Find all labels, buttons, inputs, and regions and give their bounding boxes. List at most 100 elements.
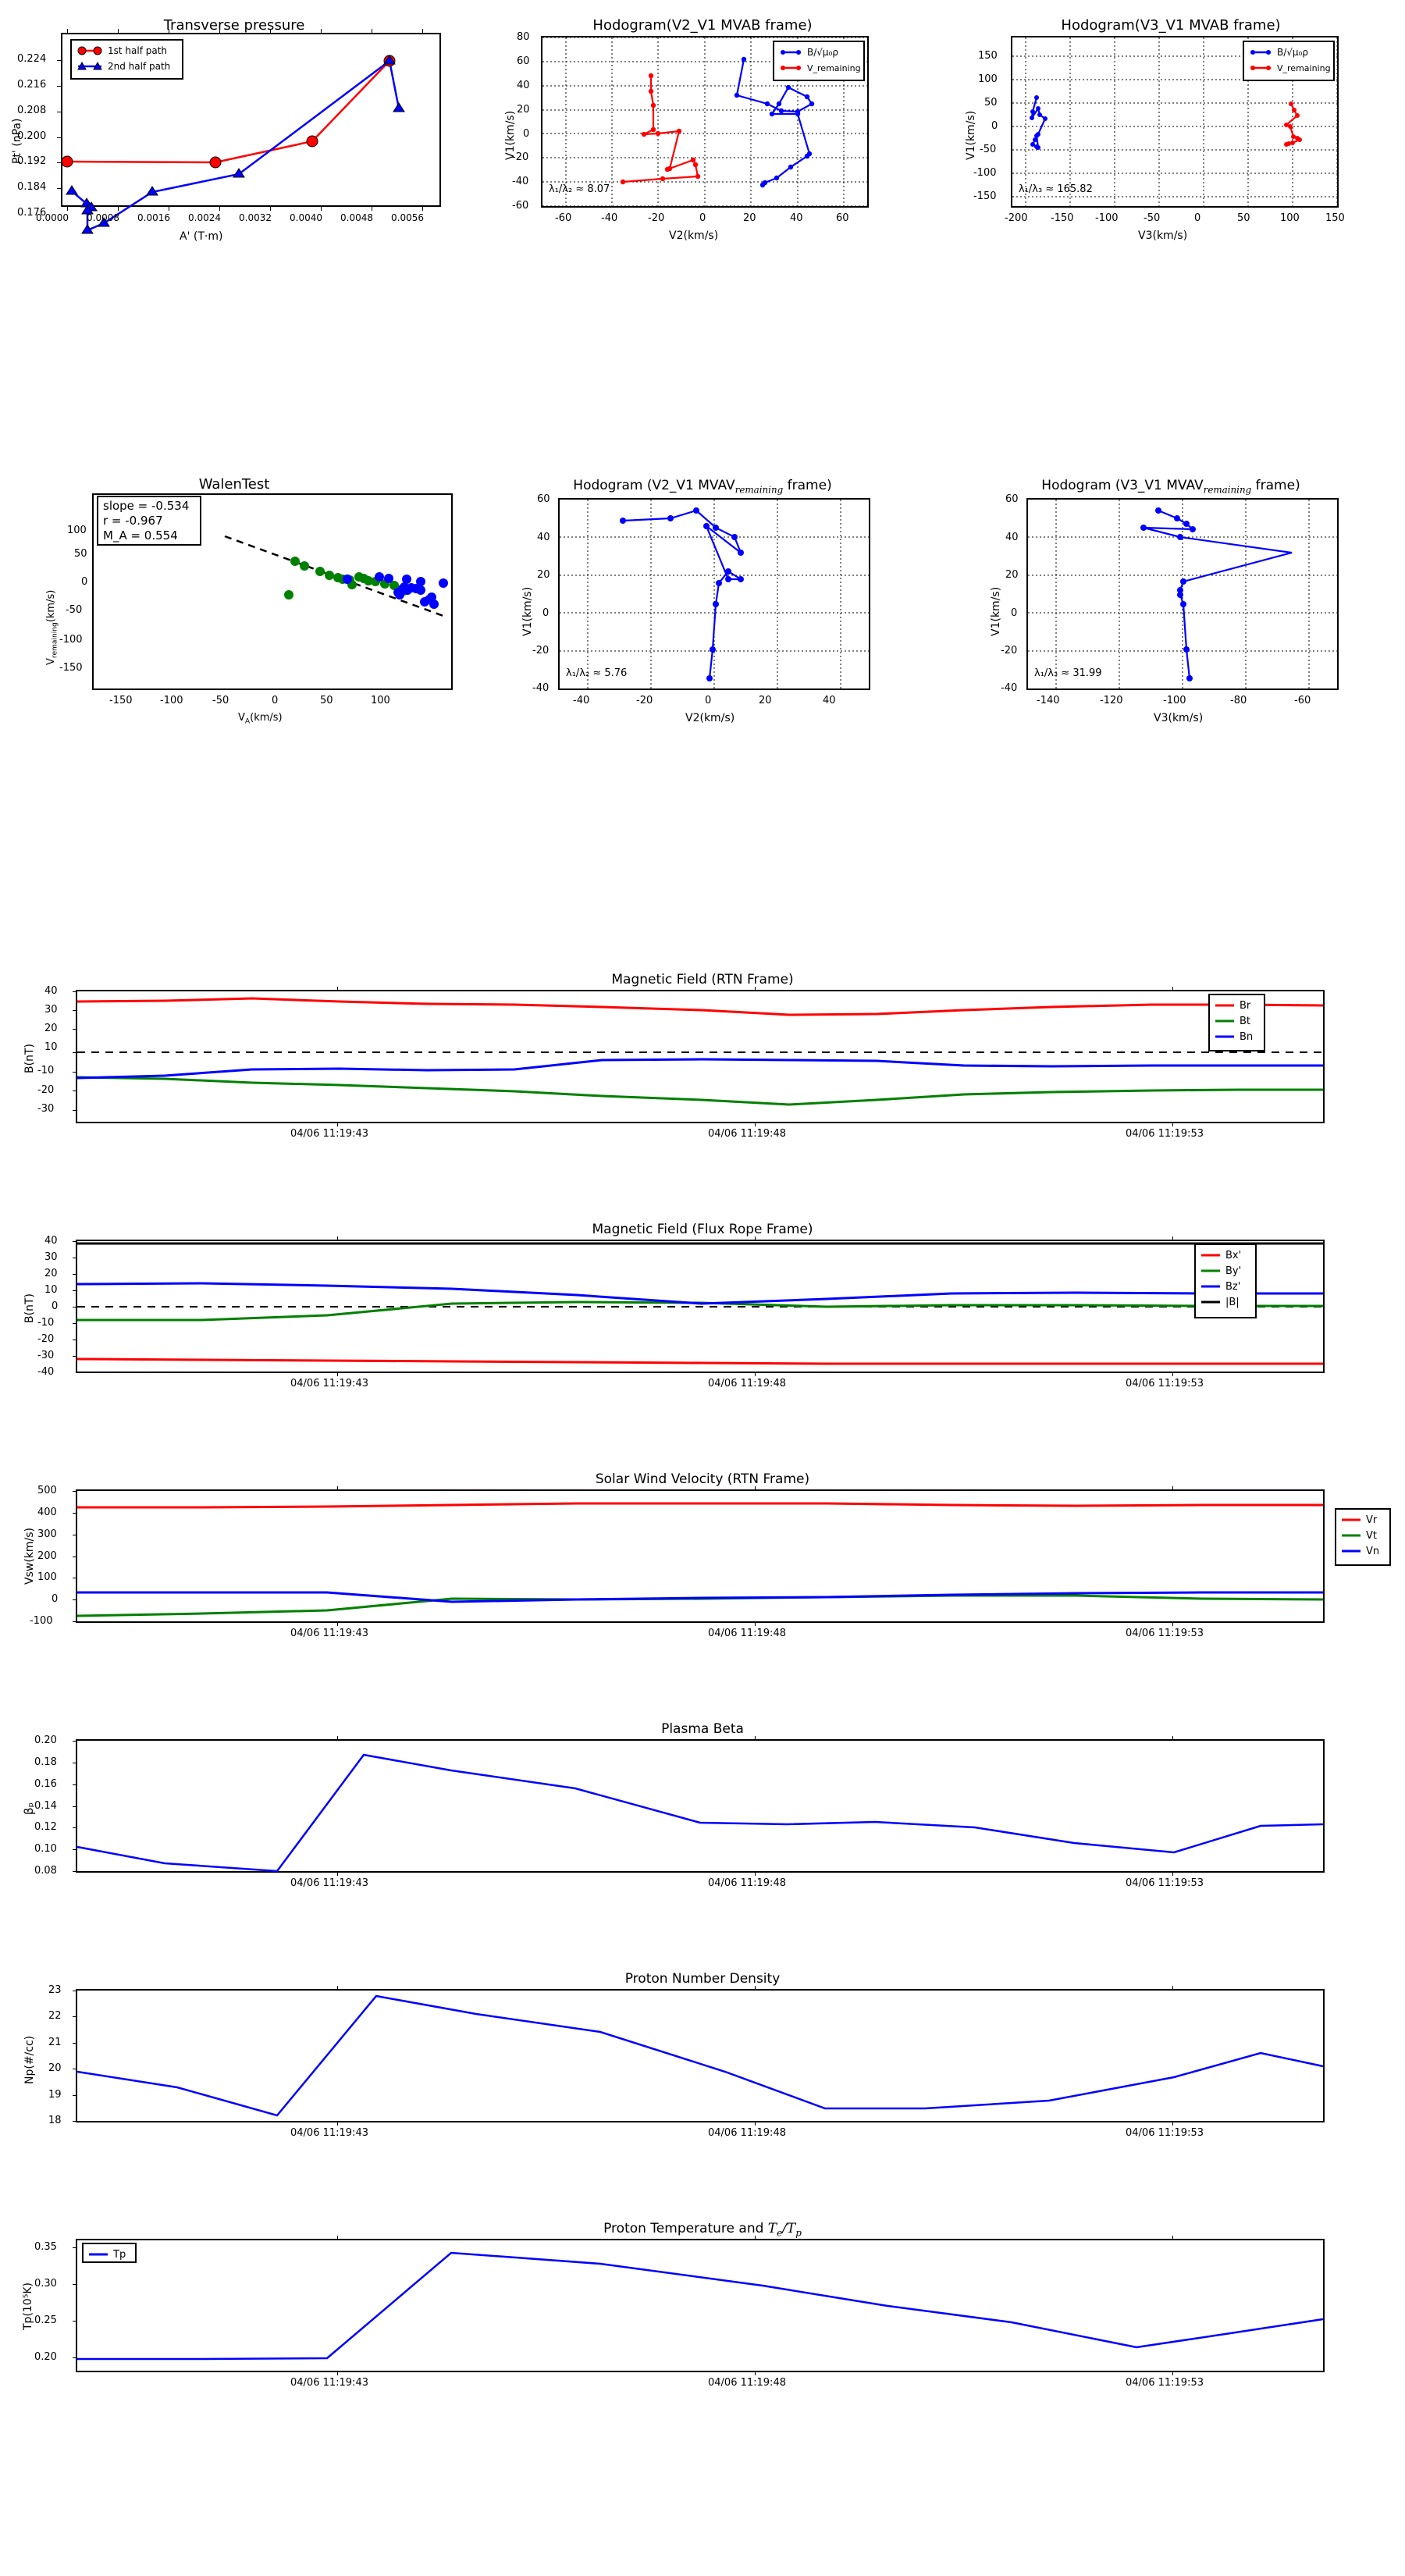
ytick-label: -40: [1001, 682, 1018, 694]
ytick-label: 40: [44, 1235, 58, 1247]
ytick-label: -40: [532, 682, 550, 694]
xtick-label: 0.0008: [87, 212, 119, 223]
panel-plasma-beta: Plasma Beta 0.20 0.18 0.16 0.14 0.12 0.1…: [0, 1717, 1405, 1928]
x-axis-label: V3(km/s): [1154, 712, 1204, 724]
legend-line-bx: [1201, 1254, 1220, 1257]
series-b-alfven: [622, 509, 744, 679]
legend-label: B/√μ₀ρ: [807, 47, 838, 58]
y-axis-label: Tp(10⁵K): [22, 2282, 34, 2330]
plot-area-magnetic-fluxrope: [76, 1242, 1323, 1365]
legend-line-tp: [89, 2253, 108, 2256]
panel-proton-density: Proton Number Density 23 22 21 20 19 18 …: [0, 1967, 1405, 2178]
markers-2nd-half-path: [66, 55, 405, 234]
ytick-label: 0.35: [34, 2241, 57, 2253]
legend-label: By': [1225, 1265, 1242, 1277]
ytick-label: -20: [1001, 645, 1018, 656]
ytick-label: 50: [74, 548, 87, 560]
xtick-label: -120: [1100, 695, 1123, 706]
xtick-label: 20: [743, 212, 756, 224]
xtick-label: 50: [1237, 212, 1250, 224]
legend-label: Vr: [1366, 1514, 1378, 1526]
x-axis-label: V2(km/s): [685, 712, 735, 724]
ytick-label: -150: [973, 190, 997, 202]
legend-line-babs: [1201, 1300, 1220, 1304]
legend-item: Vn: [1341, 1543, 1385, 1559]
legend-item: |B|: [1200, 1294, 1250, 1310]
ytick-label: -20: [37, 1084, 55, 1096]
axes-hodogram-v3v1-mvav: λ₁/λ₃ ≈ 31.99: [1026, 498, 1339, 690]
panel-proton-temp: Proton Temperature and Te/Tp 0.35 0.30 0…: [0, 2217, 1405, 2443]
series-tp: [77, 2251, 1324, 2361]
xtick-label: -60: [1294, 695, 1311, 706]
ytick-label: 20: [48, 2062, 62, 2074]
x-axis-label: VA(km/s): [238, 712, 283, 726]
axes-magnetic-fluxrope: [73, 1236, 1325, 1376]
ytick-label: 60: [1005, 493, 1019, 505]
series-br: [76, 997, 1324, 1016]
ytick-label: -10: [37, 1317, 55, 1329]
legend-line-vn: [1342, 1550, 1361, 1553]
ytick-label: -50: [66, 604, 83, 616]
y-axis-label: B(nT): [23, 1293, 36, 1323]
legend-label: V_remaining: [1277, 62, 1331, 73]
y-axis-label: Vsw(km/s): [23, 1527, 36, 1585]
legend-label: Vt: [1366, 1529, 1377, 1542]
ytick-label: -30: [37, 1103, 55, 1115]
ytick-label: 40: [1005, 532, 1019, 543]
panel-hodogram-v3v1-mvav: Hodogram (V3_V1 MVAVremaining frame) λ₁/…: [937, 453, 1405, 906]
panel-hodogram-v2v1-mvab: Hodogram(V2_V1 MVAB frame): [468, 0, 937, 453]
plot-area-proton-temp: [77, 2251, 1324, 2361]
xtick-label: 100: [1280, 212, 1300, 224]
ytick-label: 0.25: [34, 2314, 57, 2326]
axes-proton-density: [73, 1986, 1325, 2126]
legend-item: Vt: [1341, 1528, 1385, 1543]
y-axis-label: V1(km/s): [521, 586, 534, 636]
ytick-label: 20: [44, 1023, 58, 1034]
xtick-label: 04/06 11:19:48: [708, 1628, 786, 1639]
legend-line-vr: [1342, 1518, 1361, 1521]
xtick-label: 04/06 11:19:43: [290, 1378, 368, 1389]
panel-title: WalenTest: [198, 476, 270, 493]
ytick-label: 100: [37, 1571, 57, 1583]
series-bn: [76, 1058, 1323, 1080]
xtick-label: 0.0024: [188, 212, 221, 223]
xtick-label: 0.0056: [391, 212, 424, 223]
panel-solar-wind: Solar Wind Velocity (RTN Frame) 500 400 …: [0, 1468, 1405, 1678]
ytick-label: 0: [52, 1300, 59, 1312]
y-axis-label: Vremaining(km/s): [45, 589, 59, 665]
correlation-value: r = -0.967: [103, 513, 163, 528]
ytick-label: 60: [537, 493, 550, 505]
legend-item: Bz': [1200, 1279, 1250, 1294]
ytick-label: 0.224: [17, 53, 47, 65]
xtick-label: -20: [648, 212, 665, 224]
ytick-label: -150: [59, 662, 83, 674]
y-axis-label: Pt' (nPa): [11, 118, 23, 164]
xtick-label: 0.0048: [340, 212, 373, 223]
ytick-label: 0.12: [34, 1821, 57, 1833]
xtick-label: -20: [636, 695, 653, 706]
plot-area-transverse-pressure: [61, 55, 405, 234]
xtick-label: -100: [160, 695, 183, 706]
ytick-label: 40: [517, 80, 530, 91]
legend-marker-line-red: [1250, 66, 1271, 70]
markers-b-alfven: [620, 507, 744, 681]
ytick-label: 40: [537, 532, 550, 543]
ytick-label: 0.184: [17, 181, 47, 193]
axes-magnetic-rtn: [73, 987, 1325, 1126]
xtick-label: 04/06 11:19:48: [708, 1378, 786, 1389]
ytick-label: 0.08: [34, 1865, 57, 1877]
xtick-label: -100: [1163, 695, 1186, 706]
legend-item: 2nd half path: [76, 59, 177, 74]
panel-title: Transverse pressure: [163, 17, 305, 34]
ytick-label: 18: [48, 2115, 62, 2126]
plot-area-walen-test: [224, 535, 448, 617]
ytick-label: -60: [512, 200, 529, 212]
xtick-label: 0: [699, 212, 706, 224]
ytick-label: -10: [37, 1065, 55, 1076]
ytick-label: 0: [1011, 607, 1018, 619]
ytick-label: 20: [44, 1268, 58, 1279]
xtick-label: 04/06 11:19:43: [290, 1628, 368, 1639]
legend-item: Tp: [88, 2247, 130, 2262]
x-axis-label: V3(km/s): [1138, 229, 1188, 242]
xtick-label: 60: [836, 212, 849, 224]
